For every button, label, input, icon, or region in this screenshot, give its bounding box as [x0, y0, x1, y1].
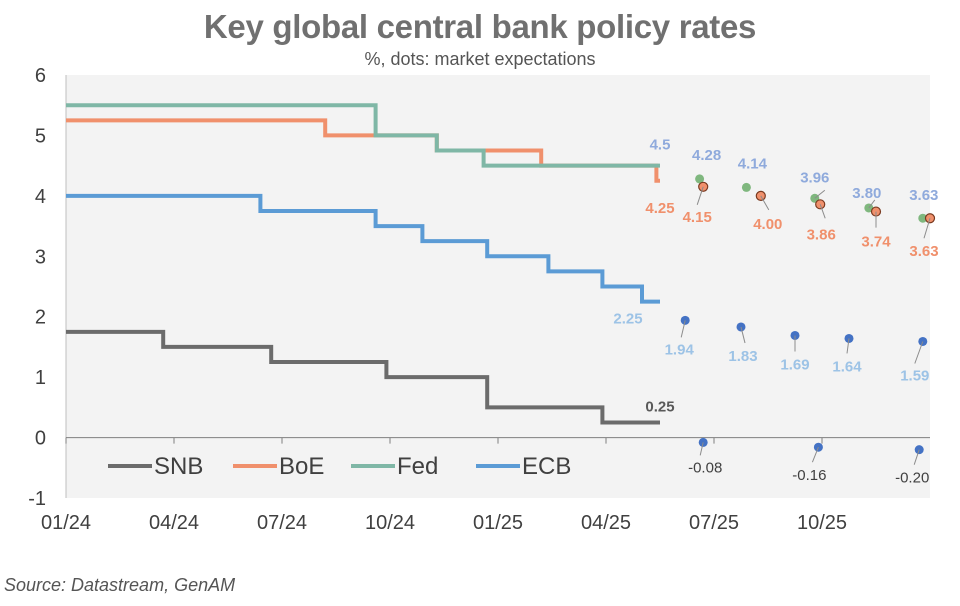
- boe-expectation-label-leader: [923, 218, 931, 239]
- chart-title: Key global central bank policy rates: [203, 8, 757, 45]
- series-line-boe: [66, 118, 660, 183]
- ecb-expectation-label: 1.64: [832, 358, 862, 375]
- fed-expectation-label: 4.14: [738, 155, 768, 172]
- x-tick-label: 07/25: [689, 512, 739, 534]
- chart-subtitle: %, dots: market expectations: [364, 49, 596, 69]
- series-layer: [66, 103, 660, 425]
- series-line-snb: [66, 329, 660, 425]
- y-tick-label: 5: [35, 125, 46, 147]
- boe-expectation-label: 4.00: [753, 216, 782, 233]
- snb-expectation-label-leader: [913, 449, 920, 465]
- x-tick-label: 04/25: [581, 512, 631, 534]
- y-tick-label: 6: [35, 65, 46, 87]
- fed-expectation-dot: [695, 174, 705, 184]
- ecb-expectation-label-leader: [846, 338, 850, 354]
- boe-expectation-label: 3.86: [807, 226, 836, 243]
- plot-area: [66, 75, 930, 498]
- snb-expectation-label: -0.08: [688, 459, 722, 476]
- data-labels: 0.25 4.25 4.5 2.25 4.28 4.14 3.96 3.80 3.63 4.15 4…: [613, 137, 938, 487]
- x-tick-label: 01/24: [41, 512, 91, 534]
- boe-expectation-label: 3.74: [861, 234, 891, 251]
- ecb-expectation-label-leader: [680, 320, 686, 338]
- boe-expectation-label-leader: [696, 186, 704, 205]
- ecb-expectation-label-leader: [914, 341, 924, 364]
- fed-expectation-label: 3.63: [909, 187, 938, 204]
- legend-label-fed: Fed: [397, 453, 438, 480]
- fed-expectation-label: 4.28: [692, 147, 721, 164]
- snb-expectation-label-leader: [811, 447, 819, 463]
- x-tick-label: 07/24: [257, 512, 307, 534]
- y-tick-label: 1: [35, 367, 46, 389]
- boe-end-label: 4.25: [645, 200, 674, 217]
- boe-expectation-label-leader: [760, 195, 770, 211]
- fed-expectation-label-leader: [868, 199, 876, 209]
- y-tick-label: 3: [35, 246, 46, 268]
- snb-end-label: 0.25: [645, 398, 674, 415]
- series-line-fed: [66, 103, 660, 168]
- boe-expectation-label: 4.15: [683, 209, 712, 226]
- x-tick-label: 01/25: [473, 512, 523, 534]
- y-tick-label: 0: [35, 428, 46, 450]
- fed-expectation-label-leader: [814, 189, 826, 199]
- series-line-ecb: [66, 193, 660, 304]
- fed-expectation-dot: [741, 182, 751, 192]
- legend: SNB BoE Fed ECB: [108, 453, 571, 480]
- ecb-expectation-label: 1.69: [780, 356, 809, 373]
- fed-end-label: 4.5: [650, 137, 671, 154]
- legend-label-snb: SNB: [154, 453, 203, 480]
- ecb-expectation-label: 1.83: [728, 348, 757, 365]
- fed-expectation-dot: [918, 213, 928, 223]
- ecb-expectation-label: 1.94: [665, 341, 695, 358]
- fed-expectation-label: 3.96: [800, 169, 829, 186]
- legend-label-ecb: ECB: [522, 453, 571, 480]
- snb-expectation-label: -0.16: [792, 467, 826, 484]
- boe-expectation-label-leader: [819, 204, 826, 219]
- boe-expectation-label: 3.63: [909, 243, 938, 260]
- legend-label-boe: BoE: [279, 453, 324, 480]
- fed-expectation-label: 3.80: [852, 185, 881, 202]
- x-tick-label: 04/24: [149, 512, 199, 534]
- source-note: Source: Datastream, GenAM: [4, 575, 236, 595]
- ecb-expectation-label: 1.59: [900, 367, 929, 384]
- x-tick-label: 10/25: [797, 512, 847, 534]
- x-tick-label: 10/24: [365, 512, 415, 534]
- snb-expectation-label: -0.20: [895, 470, 929, 487]
- snb-expectation-label-leader: [699, 442, 704, 456]
- ecb-expectation-label-leader: [740, 326, 746, 344]
- y-tick-label: 2: [35, 307, 46, 329]
- ecb-end-label: 2.25: [613, 311, 642, 328]
- y-tick-label: 4: [35, 186, 46, 208]
- axis-layer: -1 0 1 2 3 4 5 6 01/24 04/24 07/24 10/24 01/25 04/25 0…: [28, 65, 930, 534]
- y-tick-label: -1: [28, 488, 46, 510]
